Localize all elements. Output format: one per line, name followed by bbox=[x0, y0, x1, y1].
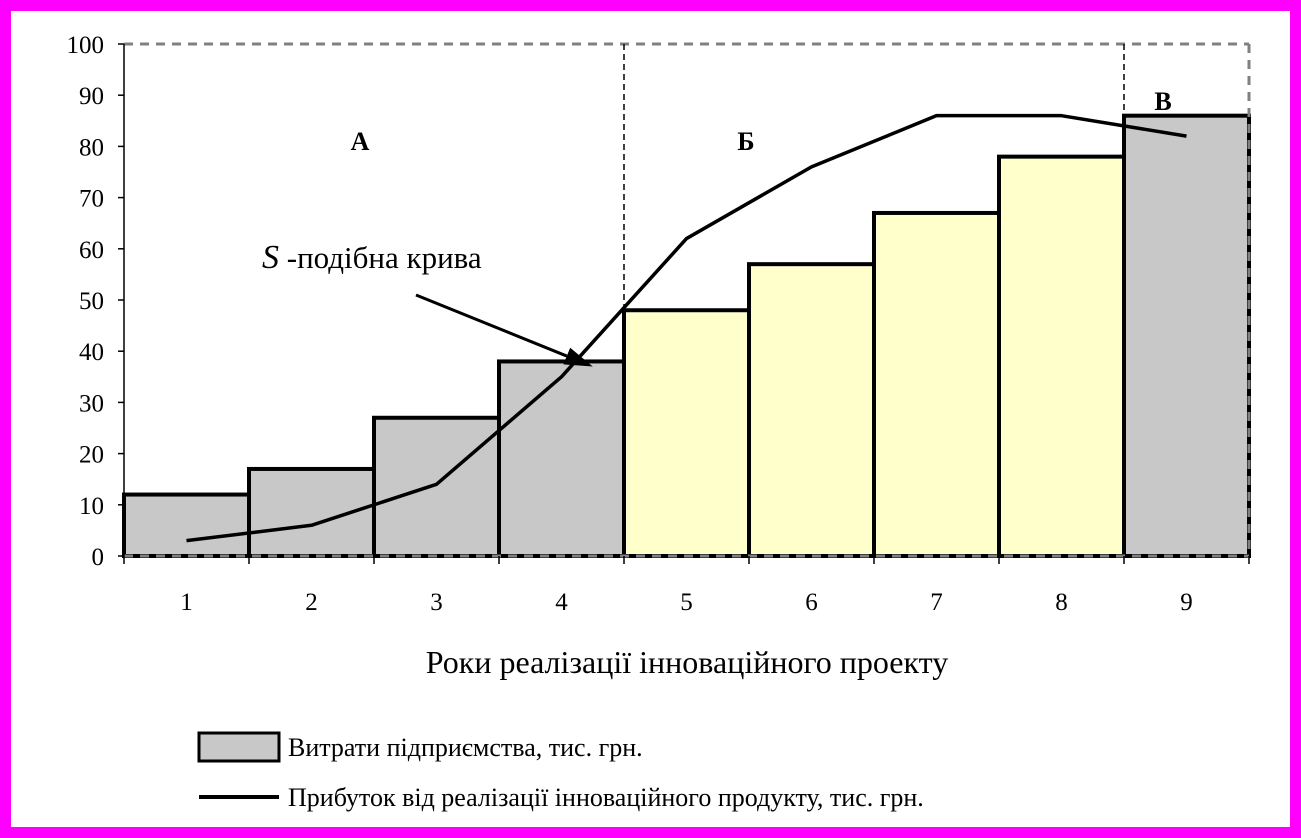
s-curve-annotation: S -подібна крива bbox=[262, 239, 482, 276]
y-tick-label-20: 20 bbox=[79, 442, 104, 469]
x-axis-title: Роки реалізації інноваційного проекту bbox=[426, 644, 948, 680]
x-tick-label-3: 3 bbox=[430, 589, 443, 616]
bar-8 bbox=[997, 154, 1126, 558]
legend-swatch-bar bbox=[197, 731, 281, 763]
line-layer bbox=[186, 113, 1187, 543]
x-tick-label-7: 7 bbox=[930, 589, 943, 616]
y-tick-label-80: 80 bbox=[79, 134, 104, 161]
x-tick-label-9: 9 bbox=[1180, 589, 1193, 616]
legend: Витрати підприємства, тис. грн. Прибуток… bbox=[197, 731, 924, 812]
plot-frame bbox=[124, 42, 1251, 558]
zone-label-v: В bbox=[1154, 87, 1171, 116]
x-tick-label-5: 5 bbox=[680, 589, 693, 616]
zone-label-b: Б bbox=[737, 127, 754, 156]
y-tick-label-50: 50 bbox=[79, 288, 104, 315]
x-tick-label-6: 6 bbox=[805, 589, 818, 616]
y-tick-label-40: 40 bbox=[79, 339, 104, 366]
zone-label-a: А bbox=[351, 127, 370, 156]
bar-1 bbox=[122, 492, 251, 558]
bar-4 bbox=[497, 359, 626, 558]
y-tick-label-30: 30 bbox=[79, 390, 104, 417]
y-tick-label-100: 100 bbox=[67, 32, 105, 59]
annotation-arrow bbox=[415, 293, 593, 367]
s-curve-italic-letter: S bbox=[262, 239, 279, 276]
x-tick-label-1: 1 bbox=[180, 589, 193, 616]
arrow-head bbox=[563, 347, 593, 367]
axes-layer: 0 10 20 30 40 50 60 70 80 90 100 1 2 3 4 5 6 7 8 9 bbox=[67, 32, 1250, 616]
x-tick-label-8: 8 bbox=[1055, 589, 1068, 616]
y-tick-label-60: 60 bbox=[79, 237, 104, 264]
profit-line bbox=[186, 113, 1187, 543]
bar-7 bbox=[872, 210, 1001, 559]
legend-label-line: Прибуток від реалізації інноваційного пр… bbox=[288, 783, 924, 812]
x-tick-label-4: 4 bbox=[555, 589, 568, 616]
bar-6 bbox=[747, 262, 876, 558]
y-tick-label-0: 0 bbox=[92, 544, 105, 571]
y-tick-label-70: 70 bbox=[79, 186, 104, 213]
legend-label-bar: Витрати підприємства, тис. грн. bbox=[288, 733, 643, 762]
x-tick-label-2: 2 bbox=[305, 589, 318, 616]
bar-3 bbox=[372, 415, 501, 559]
y-tick-label-90: 90 bbox=[79, 83, 104, 110]
y-tick-label-10: 10 bbox=[79, 493, 104, 520]
arrow-shaft bbox=[415, 293, 568, 358]
bars-layer bbox=[122, 113, 1251, 559]
s-curve-text: -подібна крива bbox=[279, 240, 482, 275]
bar-9 bbox=[1122, 113, 1251, 559]
bar-5 bbox=[622, 308, 751, 558]
